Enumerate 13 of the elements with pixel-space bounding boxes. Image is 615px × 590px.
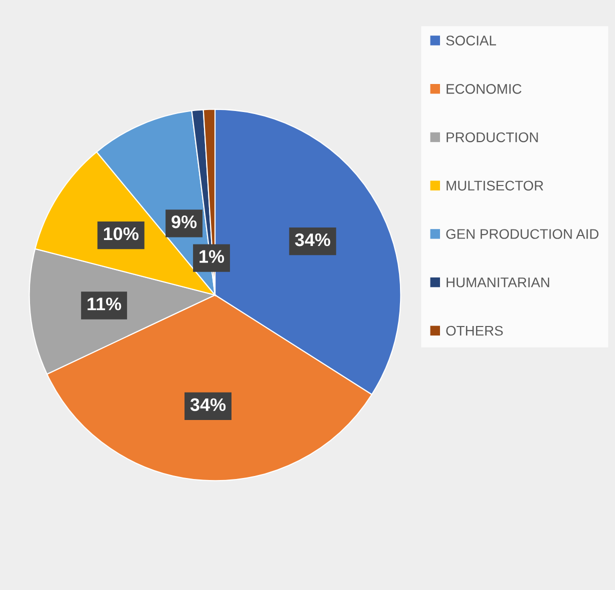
data-label: 9%: [172, 215, 197, 228]
data-label: 11%: [88, 298, 122, 310]
legend-label: ECONOMIC: [446, 84, 522, 94]
data-label: 1%: [200, 250, 224, 263]
legend-label: PRODUCTION: [446, 132, 538, 142]
data-label: 34%: [190, 398, 226, 412]
legend-label: GEN PRODUCTION AID: [446, 229, 598, 239]
legend-label: SOCIAL: [446, 36, 496, 46]
legend-label: MULTISECTOR: [446, 180, 544, 191]
data-label: 10%: [104, 227, 139, 240]
legend-label: OTHERS: [446, 326, 503, 336]
data-label: 34%: [294, 233, 330, 246]
legend-label: HUMANITARIAN: [446, 278, 550, 288]
